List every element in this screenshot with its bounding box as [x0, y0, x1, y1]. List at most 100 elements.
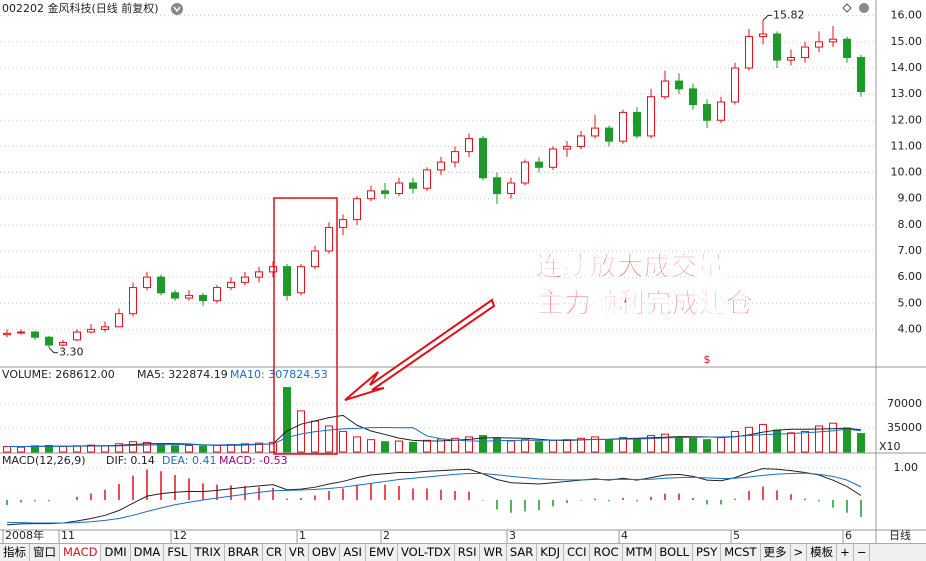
y-tick-label: 5.00 — [898, 296, 923, 309]
volume-bar — [311, 420, 319, 453]
candle-body — [269, 266, 277, 273]
candle-body — [731, 67, 739, 103]
candle-body — [563, 145, 571, 150]
volume-bar — [787, 432, 795, 453]
tab[interactable]: OBV — [309, 544, 341, 561]
chart-title: 002202 金风科技(日线 前复权) — [2, 1, 159, 15]
candle-body — [437, 161, 445, 171]
tab[interactable]: CR — [263, 544, 287, 561]
tab[interactable]: − — [854, 544, 871, 561]
tab[interactable]: FSL — [164, 544, 192, 561]
candle-body — [227, 281, 235, 289]
candle-body — [87, 328, 95, 333]
tab[interactable]: MCST — [721, 544, 761, 561]
candle-body — [577, 135, 585, 147]
tab[interactable]: SAR — [507, 544, 538, 561]
tab[interactable]: VOL-TDX — [398, 544, 455, 561]
tab[interactable]: KDJ — [537, 544, 565, 561]
y-tick-label: 4.00 — [898, 322, 923, 335]
candle-body — [465, 138, 473, 153]
volume-bar — [647, 435, 655, 453]
tab[interactable]: DMA — [131, 544, 165, 561]
candle-body — [381, 190, 389, 194]
volume-bar — [185, 444, 193, 453]
tab[interactable]: ROC — [590, 544, 623, 561]
volume-bar — [577, 437, 585, 453]
volume-bar — [297, 410, 305, 453]
menu-icon[interactable] — [171, 3, 183, 15]
candle-body — [675, 80, 683, 90]
volume-bar — [129, 441, 137, 453]
macd-dif: DIF: 0.14 — [106, 454, 155, 467]
macd-dea: DEA: 0.41 — [162, 454, 216, 467]
candle-body — [213, 287, 221, 302]
tab[interactable]: DMI — [101, 544, 131, 561]
volume-bar — [17, 446, 25, 453]
candle-body — [3, 332, 11, 336]
candle-body — [857, 57, 865, 92]
period-label: 日线 — [889, 528, 911, 542]
tab[interactable]: MTM — [623, 544, 657, 561]
tab[interactable]: TRIX — [191, 544, 225, 561]
candle-body — [17, 331, 25, 334]
menu-icon[interactable] — [859, 3, 869, 13]
tab[interactable]: 指标 — [0, 544, 30, 561]
y-tick-label: 35000 — [887, 421, 922, 434]
tab[interactable]: VR — [286, 544, 309, 561]
arrow — [344, 298, 496, 401]
tab[interactable]: EMV — [366, 544, 398, 561]
volume-bar — [213, 444, 221, 453]
tab[interactable]: CCI — [564, 544, 591, 561]
volume-bar — [563, 439, 571, 453]
annotation: 主力顺利完成建仓 — [537, 288, 754, 320]
tab[interactable]: BOLL — [656, 544, 693, 561]
tab[interactable]: RSI — [455, 544, 481, 561]
candle-body — [717, 101, 725, 121]
tab[interactable]: + — [837, 544, 854, 561]
volume-bar — [619, 437, 627, 453]
candle-body — [703, 104, 711, 121]
y-tick-label: 16.00 — [891, 9, 923, 22]
candle-body — [129, 287, 137, 315]
tab[interactable]: MACD — [60, 544, 102, 561]
highlight-box — [273, 197, 338, 455]
tab[interactable]: PSY — [693, 544, 722, 561]
volume-bar — [199, 445, 207, 453]
tab[interactable]: > — [791, 544, 808, 561]
candle-body — [45, 336, 53, 346]
high-label: 15.82 — [773, 8, 805, 21]
candle-body — [479, 138, 487, 179]
y-tick-label: 14.00 — [891, 61, 923, 74]
volume-bar — [731, 430, 739, 453]
chart: 002202 金风科技(日线 前复权) VOLUME: 268612.00 MA… — [0, 0, 926, 543]
tab[interactable]: BRAR — [225, 544, 264, 561]
x-tick-label: 2 — [383, 529, 390, 542]
volume-bar — [759, 424, 767, 453]
candle-body — [619, 111, 627, 142]
volume-bar — [633, 438, 641, 453]
volume-bar — [283, 387, 291, 453]
volume-bar — [745, 426, 753, 453]
tab[interactable]: 模板 — [807, 544, 838, 561]
candle-body — [255, 271, 263, 278]
diamond-icon[interactable] — [842, 3, 852, 13]
y-tick-label: 1.00 — [894, 461, 919, 474]
high-pointer — [762, 14, 772, 21]
candle-body — [773, 33, 781, 61]
y-tick-label: 7.00 — [898, 244, 923, 257]
tab[interactable]: 窗口 — [30, 544, 60, 561]
candle-body — [185, 294, 193, 299]
tab[interactable]: 更多 — [761, 544, 791, 561]
candle-body — [535, 161, 543, 168]
volume-bar — [101, 445, 109, 453]
candle-body — [591, 127, 599, 137]
candle-body — [815, 41, 823, 48]
volume-bar — [493, 437, 501, 453]
volume-bar — [829, 422, 837, 453]
tab[interactable]: ASI — [340, 544, 366, 561]
unit-label: X10 — [879, 440, 901, 453]
x-tick-label: 5 — [733, 529, 740, 542]
x-tick-label: 3 — [509, 529, 516, 542]
candle-body — [101, 326, 109, 330]
tab[interactable]: WR — [480, 544, 507, 561]
